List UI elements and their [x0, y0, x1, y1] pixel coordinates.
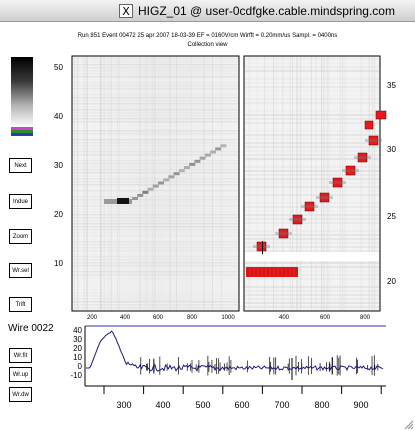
next-button[interactable]: Next: [9, 158, 32, 173]
left-xtick: 600: [153, 315, 164, 320]
waveform-tickmarks: [103, 386, 382, 394]
window-titlebar[interactable]: X HIGZ_01 @ user-0cdfgke.cable.mindsprin…: [0, 0, 415, 22]
waveform-xtick: 900: [353, 400, 368, 410]
wrsel-button[interactable]: Wr.sel: [9, 263, 32, 278]
left-event-display[interactable]: 10 20 30 40 50 200 400 600 800 1000: [52, 54, 242, 320]
waveform-ytick: 0: [78, 362, 83, 371]
right-ytick: 30: [387, 145, 396, 154]
wrup-button[interactable]: Wr.up: [9, 367, 32, 382]
color-scale: [11, 57, 33, 136]
window-title: HIGZ_01 @ user-0cdfgke.cable.mindspring.…: [138, 4, 395, 18]
waveform-yaxis: 40 30 20 10 0 -10: [70, 326, 82, 380]
right-ytick: 20: [387, 277, 396, 286]
waveform-xaxis: 300 400 500 600 700 800 900: [116, 400, 368, 410]
left-ytick: 40: [54, 112, 63, 121]
waveform-ytick: 30: [73, 335, 82, 344]
waveform-xtick: 600: [234, 400, 249, 410]
wire-label: Wire 0022: [8, 323, 54, 334]
right-event-display[interactable]: 20 25 30 35 400 600 800: [240, 54, 406, 320]
left-ytick: 10: [54, 259, 63, 268]
view-title: Collection view: [187, 42, 228, 48]
right-blank-band: [245, 252, 379, 261]
close-icon[interactable]: X: [119, 4, 133, 18]
waveform-ytick: 10: [73, 353, 82, 362]
right-xaxis: 400 600 800: [279, 315, 371, 320]
waveform-xtick: 400: [155, 400, 170, 410]
right-ytick: 25: [387, 212, 396, 221]
waveform-xtick: 800: [314, 400, 329, 410]
left-xtick: 1000: [221, 315, 235, 320]
indue-button[interactable]: Indue: [9, 194, 32, 209]
right-xtick: 400: [279, 315, 290, 320]
trift-button[interactable]: Trift: [9, 297, 32, 312]
wrfit-button[interactable]: Wr.fit: [9, 348, 32, 363]
left-ytick: 50: [54, 63, 63, 72]
left-xtick: 200: [87, 315, 98, 320]
waveform-xtick: 300: [116, 400, 131, 410]
waveform-ytick: 20: [73, 344, 82, 353]
left-xtick: 800: [187, 315, 198, 320]
zoom-button[interactable]: Zoom: [9, 229, 32, 244]
wrdw-button[interactable]: Wr.dw: [9, 387, 32, 402]
right-hits: [246, 110, 387, 277]
left-ytick: 30: [54, 161, 63, 170]
right-yaxis: 20 25 30 35: [387, 81, 396, 286]
run-info: Run 851 Event 00472 25 apr 2007 18-03-39…: [77, 33, 338, 39]
waveform-trace: [86, 330, 384, 372]
waveform-xtick: 700: [274, 400, 289, 410]
waveform-ytick: -10: [70, 371, 82, 380]
wire-waveform-plot[interactable]: 40 30 20 10 0 -10 300 400 500 600 700 80…: [60, 322, 400, 414]
left-xtick: 400: [120, 315, 131, 320]
left-xaxis: 200 400 600 800 1000: [87, 315, 235, 320]
left-track: [104, 144, 227, 204]
right-xtick: 800: [360, 315, 371, 320]
resize-grip-icon[interactable]: [403, 419, 413, 429]
right-ytick: 35: [387, 81, 396, 90]
left-yaxis: 10 20 30 40 50: [54, 63, 63, 268]
waveform-ytick: 40: [73, 326, 82, 335]
right-xtick: 600: [320, 315, 331, 320]
waveform-xtick: 500: [195, 400, 210, 410]
left-ytick: 20: [54, 210, 63, 219]
